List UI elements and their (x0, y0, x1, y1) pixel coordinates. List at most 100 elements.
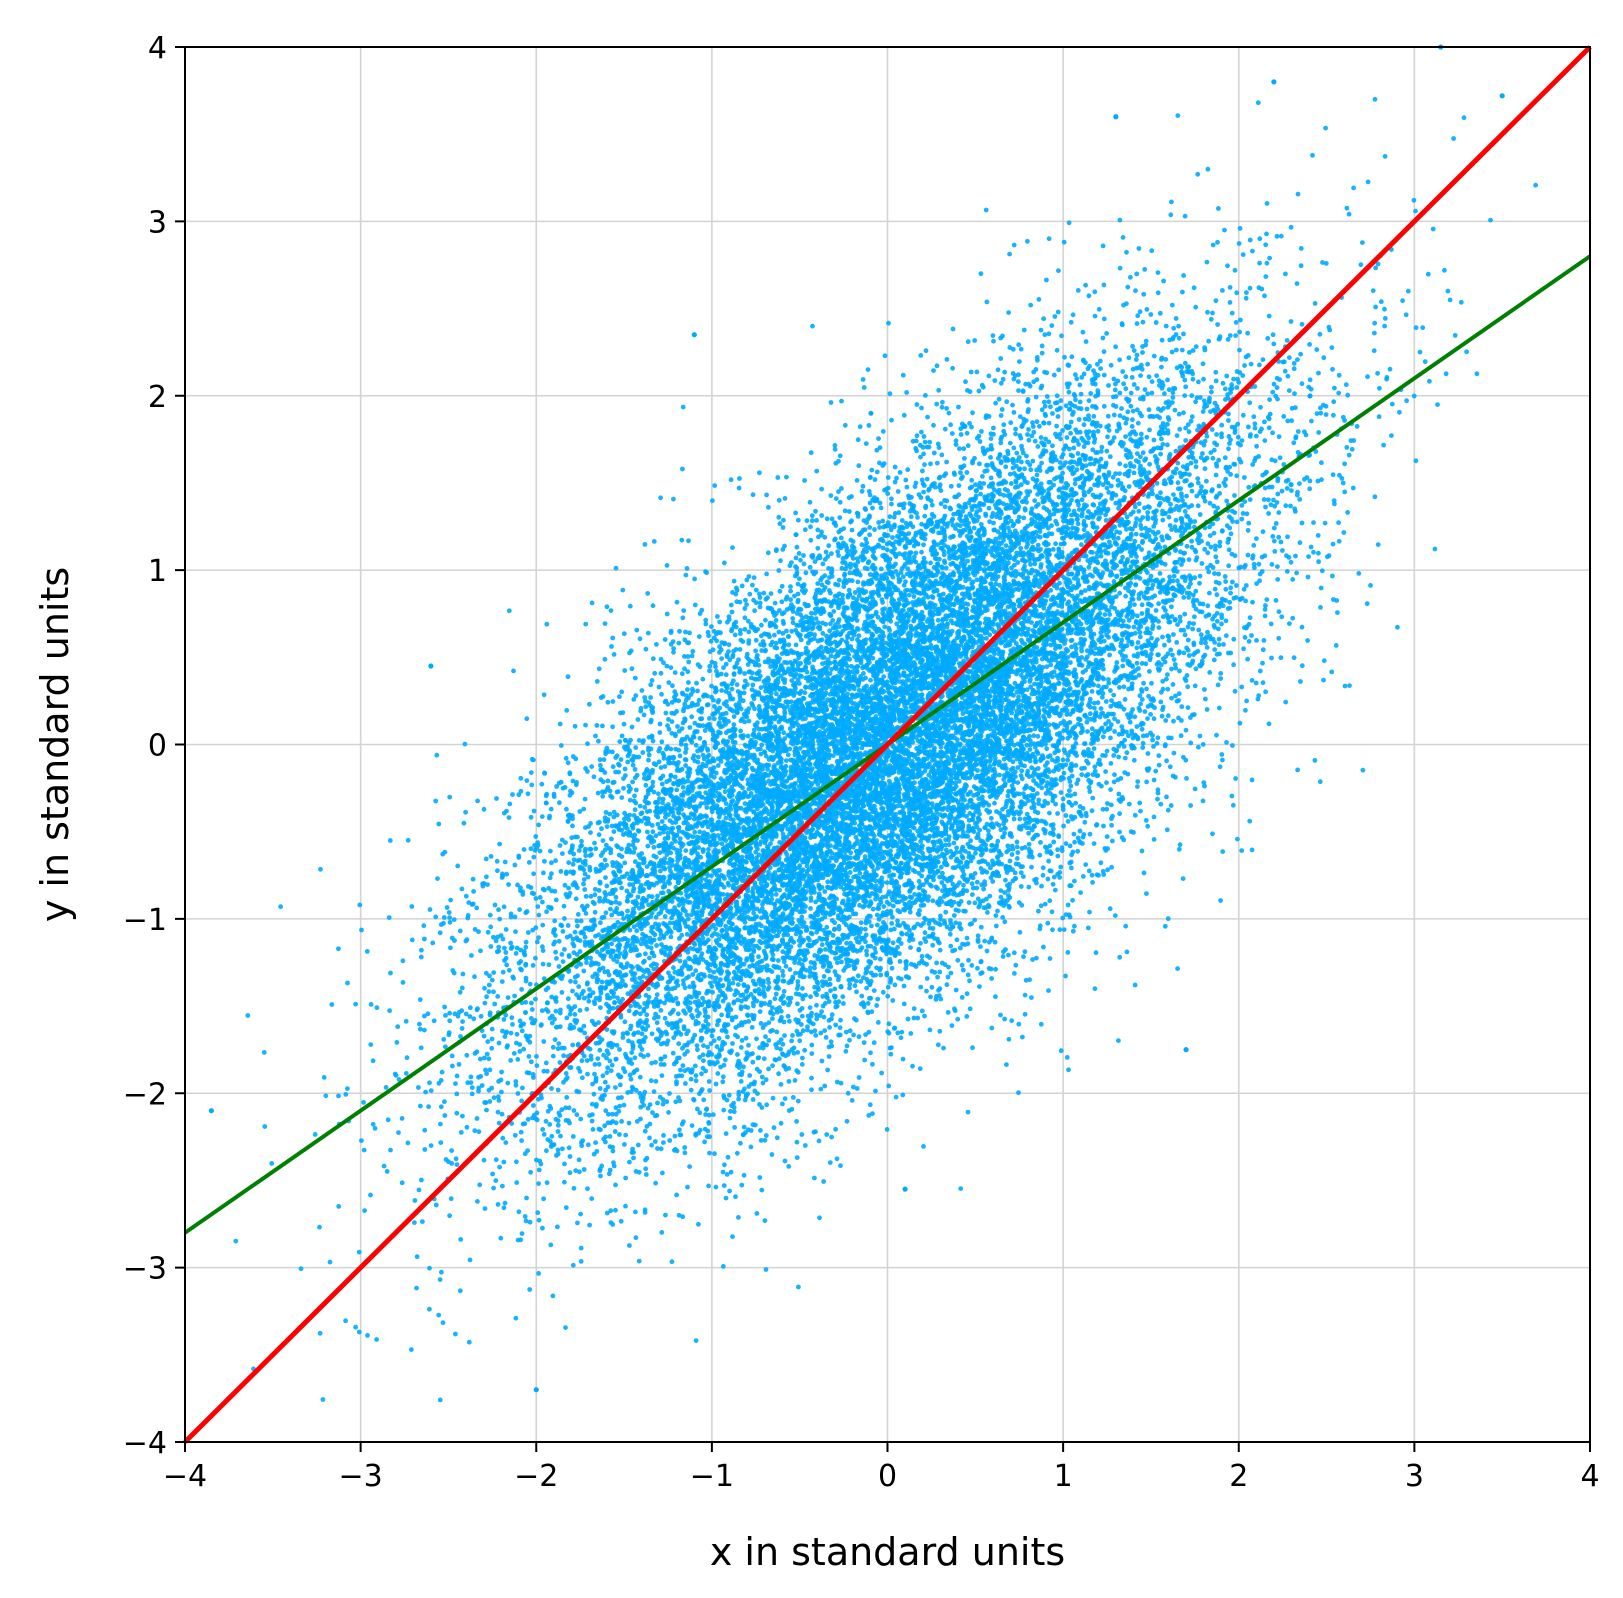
scatter-point (359, 1138, 364, 1143)
scatter-point (785, 1013, 791, 1019)
scatter-point (654, 1020, 660, 1026)
scatter-point (663, 1212, 668, 1218)
scatter-point (1213, 369, 1219, 375)
scatter-point (790, 1095, 796, 1100)
scatter-point (613, 899, 619, 905)
scatter-point (626, 1008, 632, 1014)
scatter-point (1285, 418, 1291, 424)
scatter-point (1206, 338, 1211, 344)
scatter-point (619, 885, 624, 891)
scatter-point (653, 1078, 659, 1084)
scatter-point (914, 402, 920, 407)
scatter-point (1413, 208, 1418, 214)
scatter-point (500, 969, 506, 975)
scatter-point (928, 461, 933, 467)
scatter-point (1147, 461, 1152, 467)
scatter-point (683, 1081, 688, 1086)
scatter-point (1389, 401, 1395, 407)
scatter-point (954, 845, 959, 851)
scatter-point (1244, 290, 1249, 295)
scatter-point (1199, 561, 1205, 566)
scatter-point (911, 543, 917, 549)
scatter-point (343, 1092, 349, 1097)
scatter-point (1232, 493, 1237, 498)
scatter-point (1157, 310, 1163, 316)
scatter-point (973, 850, 978, 856)
scatter-point (528, 814, 534, 820)
scatter-point (1262, 293, 1267, 299)
scatter-point (1158, 451, 1163, 457)
scatter-point (921, 1144, 926, 1149)
scatter-points (208, 44, 1538, 1403)
scatter-point (1114, 529, 1119, 535)
scatter-point (925, 414, 930, 420)
scatter-point (774, 1135, 780, 1141)
scatter-point (1260, 357, 1266, 362)
scatter-point (1055, 811, 1060, 816)
scatter-point (693, 1078, 699, 1084)
scatter-point (1295, 767, 1300, 773)
scatter-point (437, 930, 443, 936)
scatter-point (1104, 834, 1110, 839)
scatter-point (697, 735, 703, 741)
scatter-point (924, 988, 929, 994)
scatter-point (1112, 729, 1117, 734)
scatter-point (863, 441, 869, 446)
scatter-point (519, 1231, 525, 1236)
scatter-point (529, 1000, 534, 1006)
scatter-point (1237, 329, 1242, 335)
scatter-point (1192, 683, 1198, 689)
scatter-point (474, 1116, 480, 1121)
scatter-point (419, 947, 424, 953)
scatter-point (809, 518, 815, 524)
scatter-point (515, 1091, 521, 1096)
scatter-point (868, 677, 873, 683)
scatter-point (1151, 353, 1157, 359)
scatter-point (1200, 742, 1206, 747)
scatter-point (890, 940, 896, 946)
scatter-point (405, 1140, 411, 1146)
scatter-point (944, 982, 950, 988)
scatter-point (559, 952, 565, 957)
scatter-point (570, 823, 575, 829)
scatter-point (1145, 391, 1150, 397)
scatter-point (863, 939, 868, 945)
scatter-point (1012, 870, 1018, 876)
scatter-point (701, 1097, 707, 1103)
scatter-point (581, 1167, 587, 1172)
scatter-point (695, 1047, 700, 1053)
scatter-point (525, 930, 531, 935)
scatter-point (483, 856, 489, 862)
scatter-point (1182, 213, 1188, 219)
scatter-point (579, 1058, 585, 1064)
scatter-point (1015, 379, 1021, 384)
scatter-point (657, 831, 663, 836)
scatter-point (477, 1182, 483, 1188)
scatter-point (476, 1088, 481, 1094)
scatter-point (992, 378, 998, 383)
scatter-point (1058, 790, 1064, 795)
scatter-point (564, 708, 570, 713)
scatter-point (506, 882, 511, 887)
scatter-point (936, 592, 942, 598)
scatter-point (673, 1099, 679, 1105)
scatter-point (625, 759, 631, 765)
scatter-point (650, 656, 656, 662)
scatter-point (687, 1164, 692, 1169)
scatter-point (524, 1195, 529, 1201)
scatter-point (921, 542, 926, 548)
scatter-point (1089, 808, 1095, 814)
scatter-point (453, 1081, 458, 1086)
scatter-point (974, 879, 980, 885)
scatter-point (709, 1033, 715, 1039)
scatter-point (1056, 680, 1062, 686)
scatter-point (502, 859, 508, 865)
scatter-point (1117, 461, 1123, 467)
scatter-point (520, 1121, 526, 1127)
scatter-point (831, 753, 836, 758)
scatter-point (958, 470, 963, 475)
scatter-point (1063, 841, 1069, 846)
scatter-point (1121, 381, 1126, 387)
scatter-point (1242, 635, 1248, 640)
scatter-point (541, 1196, 546, 1202)
